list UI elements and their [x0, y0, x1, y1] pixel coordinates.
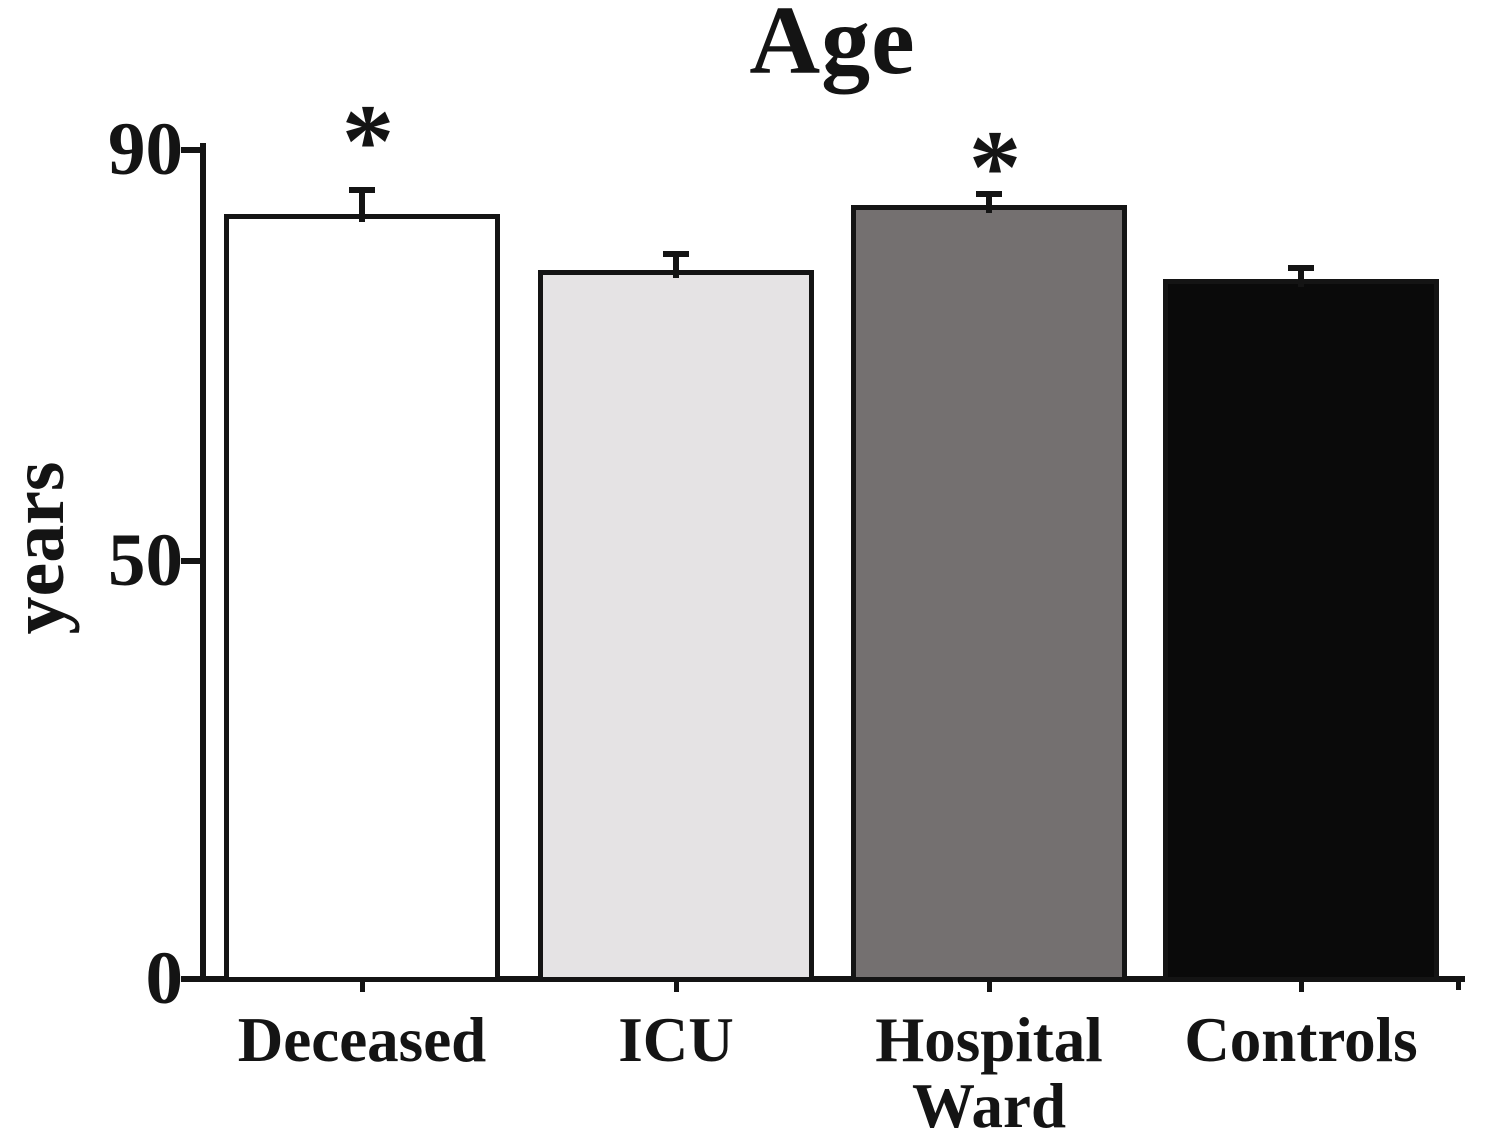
bar-hospital-ward — [851, 205, 1127, 982]
error-bar-stem-controls — [1298, 265, 1304, 287]
significance-asterisk-deceased: * — [341, 82, 395, 199]
error-bar-cap-hospital-ward — [976, 191, 1002, 197]
x-category-label-deceased: Deceased — [237, 1005, 487, 1075]
x-axis-end-tick — [1456, 976, 1461, 990]
x-tick-controls — [1298, 979, 1304, 992]
y-tick-label-0: 0 — [145, 937, 184, 1020]
x-category-label-icu: ICU — [618, 1005, 734, 1075]
x-tick-hospital-ward — [986, 979, 992, 992]
y-tick-90 — [181, 147, 203, 153]
significance-asterisk-hospital-ward: * — [968, 108, 1022, 225]
error-bar-stem-icu — [673, 251, 679, 278]
bar-deceased — [224, 214, 500, 982]
x-axis-line — [200, 976, 1465, 982]
error-bar-cap-deceased — [349, 187, 375, 193]
error-bar-cap-controls — [1288, 265, 1314, 271]
x-category-label-hospital-ward: Hospital Ward — [875, 1005, 1103, 1140]
x-tick-icu — [673, 979, 679, 992]
error-bar-stem-hospital-ward — [986, 191, 992, 213]
error-bar-cap-icu — [663, 251, 689, 257]
bar-controls — [1163, 279, 1439, 982]
chart-title: Age — [749, 0, 916, 95]
y-tick-50 — [181, 558, 203, 564]
x-tick-deceased — [359, 979, 365, 992]
y-tick-label-50: 50 — [108, 519, 183, 602]
x-category-label-controls: Controls — [1184, 1005, 1418, 1075]
y-axis-line — [200, 143, 206, 982]
y-tick-0 — [181, 976, 203, 982]
y-tick-label-90: 90 — [108, 108, 183, 191]
error-bar-stem-deceased — [359, 187, 365, 222]
bar-icu — [538, 270, 814, 982]
